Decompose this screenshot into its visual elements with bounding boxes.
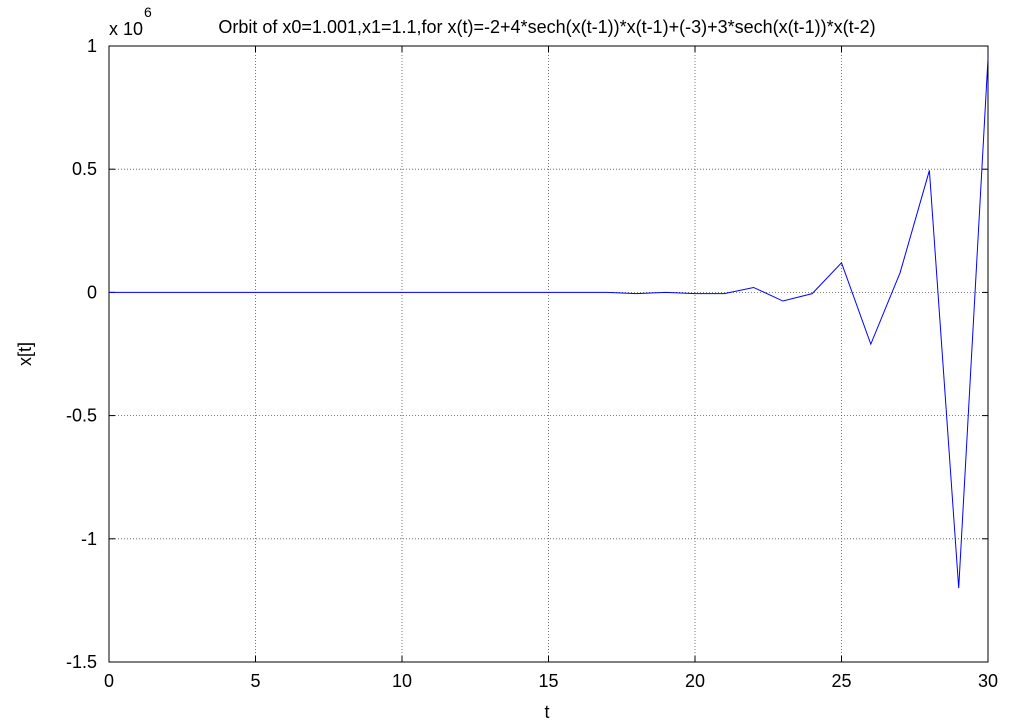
x-tick-label: 30 [978, 671, 998, 691]
grid [109, 46, 988, 662]
y-tick-label: -0.5 [66, 406, 97, 426]
x-tick-label: 25 [831, 671, 851, 691]
y-multiplier-base: x 10 [109, 19, 143, 39]
y-axis-label: x[t] [15, 342, 35, 366]
x-tick-label: 0 [104, 671, 114, 691]
x-tick-label: 5 [250, 671, 260, 691]
x-tick-label: 15 [538, 671, 558, 691]
y-tick-label: -1 [81, 529, 97, 549]
series-layer [108, 58, 989, 589]
y-multiplier: x 10 6 [109, 4, 152, 39]
x-tick-label: 20 [685, 671, 705, 691]
y-tick-label: -1.5 [66, 652, 97, 672]
x-tick-label: 10 [392, 671, 412, 691]
y-multiplier-exponent: 6 [144, 4, 152, 20]
y-tick-label: 0.5 [72, 159, 97, 179]
y-tick-label: 0 [87, 282, 97, 302]
chart-title: Orbit of x0=1.001,x1=1.1,for x(t)=-2+4*s… [218, 17, 875, 37]
x-axis-label: t [544, 702, 549, 722]
ticks: 0 5 10 15 20 25 30 -1.5 -1 -0.5 0 0.5 1 [66, 36, 998, 691]
y-tick-label: 1 [87, 36, 97, 56]
